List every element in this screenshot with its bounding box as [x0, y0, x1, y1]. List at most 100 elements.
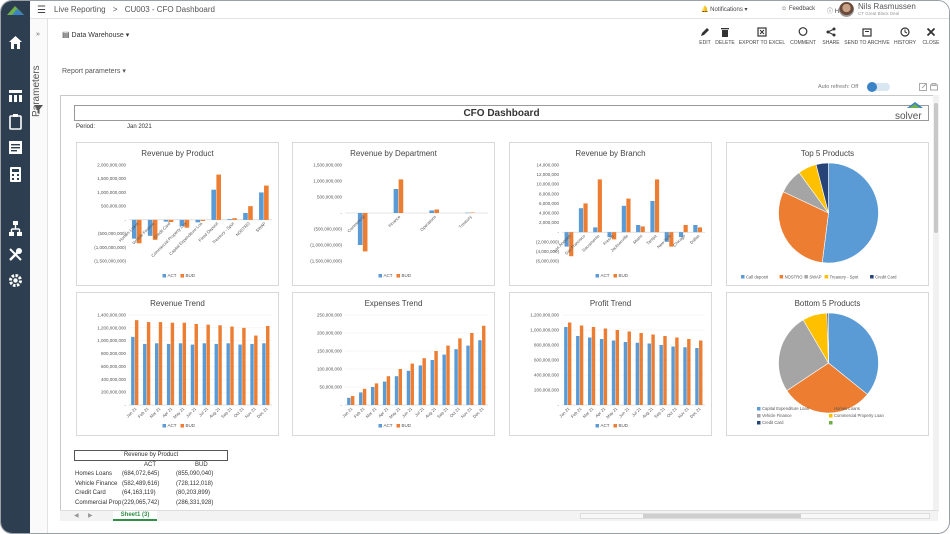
x-tick-label: Dec 21	[472, 406, 485, 419]
bar-act	[394, 376, 399, 405]
bar-bud	[350, 396, 355, 405]
bar-act	[202, 343, 207, 405]
legend-label: SWAP	[809, 275, 821, 280]
chevron-down-icon: ▾	[122, 68, 126, 75]
history-button[interactable]: HISTORY	[892, 27, 918, 46]
comment-button[interactable]: COMMENT	[787, 27, 819, 46]
bar-act	[370, 387, 375, 405]
scroll-thumb[interactable]	[934, 103, 938, 233]
x-tick-label: May 21	[172, 406, 186, 420]
legend-label: Homes Loans	[834, 406, 860, 411]
data-warehouse-select[interactable]: ▤ Data Warehouse ▾	[62, 30, 129, 39]
x-tick-label: Oct 21	[449, 406, 462, 419]
prev-sheet-icon[interactable]: ◀	[74, 513, 79, 519]
bar-bud	[458, 338, 462, 405]
home-icon[interactable]	[7, 34, 24, 51]
open-external-icon[interactable]	[919, 83, 927, 91]
breadcrumb-live-reporting[interactable]: Live Reporting	[54, 5, 106, 14]
comment-icon	[798, 27, 808, 36]
bar-act	[587, 337, 592, 405]
avatar[interactable]	[839, 2, 854, 17]
bar-act	[621, 205, 626, 233]
notifications-link[interactable]: 🔔 Notifications ▾	[701, 6, 748, 13]
gear-icon[interactable]	[7, 272, 24, 289]
report-parameters-toggle[interactable]: Report parameters ▾	[62, 67, 126, 75]
delete-button[interactable]: DELETE	[712, 27, 738, 46]
bar-bud	[232, 218, 237, 220]
vertical-scrollbar[interactable]	[933, 95, 939, 512]
next-sheet-icon[interactable]: ▶	[88, 513, 93, 519]
table-cell-act: (229,065,742)	[122, 499, 160, 506]
feedback-icon: ☺	[781, 6, 788, 12]
y-tick-label: 12,000,000	[536, 172, 559, 177]
bar-bud	[591, 327, 596, 405]
bar-bud	[640, 226, 645, 233]
bar-bud	[254, 335, 258, 405]
hierarchy-icon[interactable]	[7, 87, 24, 104]
user-name[interactable]: Nils Rasmussen	[858, 2, 916, 11]
x-tick-label: Jun 21	[618, 406, 631, 419]
bar-act	[564, 327, 568, 405]
feedback-label: Feedback	[788, 6, 816, 12]
bar-act	[429, 210, 434, 213]
bar-bud	[158, 322, 163, 405]
legend-swatch-bud	[180, 274, 184, 278]
chart-title: Expenses Trend	[364, 299, 423, 308]
bar-act	[664, 232, 669, 242]
bar-bud	[242, 327, 246, 405]
legend-swatch	[779, 275, 784, 279]
table-cell-bud: (728,112,018)	[176, 480, 213, 487]
bar-bud	[200, 219, 206, 221]
send-to-archive-button[interactable]: SEND TO ARCHIVE	[843, 27, 891, 46]
horizontal-scrollbar[interactable]	[580, 513, 930, 519]
bar-act	[195, 219, 201, 223]
x-tick-label: Tampa	[645, 233, 658, 246]
clipboard-icon[interactable]	[7, 113, 24, 130]
feedback-link[interactable]: ☺ Feedback	[781, 6, 815, 12]
bar-act	[154, 343, 159, 405]
parameters-panel[interactable]: » Parameters	[30, 19, 48, 533]
export-to-excel-button[interactable]: EXPORT TO EXCEL	[738, 27, 786, 46]
bar-bud	[170, 322, 175, 405]
bar-bud	[248, 206, 253, 220]
pie-slice	[778, 319, 829, 392]
breadcrumb: Live Reporting > CU003 - CFO Dashboard	[54, 5, 220, 14]
close-button[interactable]: CLOSE	[919, 27, 943, 46]
tools-icon[interactable]	[7, 246, 24, 263]
bar-bud	[136, 219, 142, 244]
bar-bud	[583, 203, 588, 233]
auto-refresh-toggle[interactable]	[867, 82, 890, 92]
y-tick-label: 8,000,000	[539, 191, 560, 196]
legend-label-act: ACT	[601, 273, 610, 278]
menu-icon[interactable]: ☰	[37, 5, 46, 16]
bar-act	[166, 343, 171, 405]
help-icon: ⓘ	[827, 9, 834, 15]
filter-icon[interactable]	[34, 105, 43, 114]
report-icon[interactable]	[7, 139, 24, 156]
legend-swatch-act	[162, 274, 166, 278]
bar-act	[683, 347, 687, 405]
history-icon	[900, 27, 910, 37]
legend-swatch-act	[595, 424, 599, 428]
expand-icon[interactable]: »	[36, 31, 40, 38]
hscroll-thumb[interactable]	[643, 514, 801, 518]
bar-act	[465, 212, 470, 214]
table-cell-bud: (855,090,040)	[176, 471, 214, 477]
print-icon[interactable]	[930, 83, 938, 91]
y-tick-label: 1,000,000,000	[530, 328, 559, 333]
y-tick-label: 600,000,000	[534, 358, 560, 363]
org-chart-icon[interactable]	[7, 220, 24, 237]
pie-slice	[826, 312, 829, 364]
bar-bud	[669, 232, 674, 247]
y-tick-label: 1,500,000,000	[97, 176, 126, 181]
sheet-tab[interactable]: Sheet1 (3)	[113, 511, 157, 521]
calculator-icon[interactable]	[7, 166, 24, 183]
edit-label: EDIT	[699, 40, 711, 46]
bar-bud	[697, 227, 703, 233]
trash-icon	[721, 28, 729, 37]
edit-button[interactable]: EDIT	[695, 27, 715, 46]
share-button[interactable]: SHARE	[819, 27, 843, 46]
bar-act	[211, 189, 216, 220]
close-label: CLOSE	[922, 40, 940, 46]
bar-bud	[569, 232, 574, 257]
